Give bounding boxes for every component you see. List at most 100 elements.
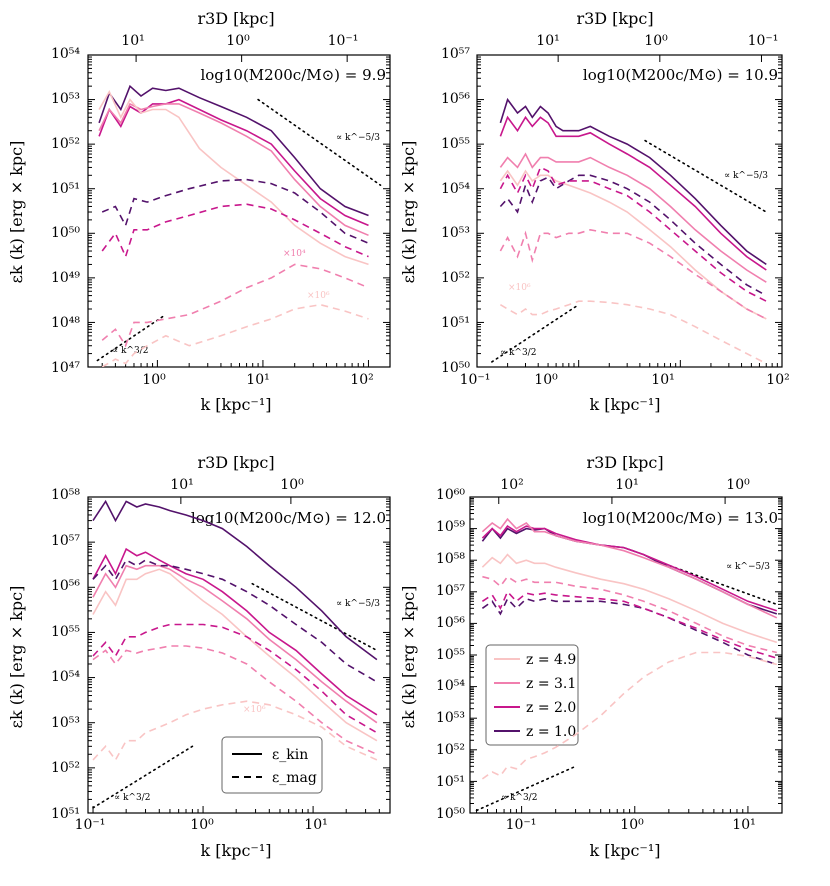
top-axis-label: r3D [kpc] [586,453,663,472]
slope-label: ∝ k^−5/3 [336,599,380,609]
x-tick-label: 10¹ [732,817,755,833]
y-tick-label: 10⁵³ [441,225,470,241]
y-tick-label: 10⁵⁹ [436,519,465,535]
top-tick-label: 10¹ [121,33,144,49]
top-tick-label: 10⁰ [280,477,304,493]
x-tick-label: 10² [766,372,789,388]
slope-label: ∝ k^3/2 [112,346,148,356]
y-tick-label: 10⁵⁶ [441,91,470,107]
y-axis-label: εk (k) [erg × kpc] [7,586,26,729]
series-line [481,553,778,644]
x-tick-label: 10⁰ [534,372,558,388]
top-tick-label: 10⁰ [644,33,668,49]
y-tick-label: 10⁵⁰ [51,225,80,241]
top-tick-label: 10⁻¹ [328,33,359,49]
slope-guide [644,139,768,213]
legend-label: z = 1.0 [526,724,576,740]
x-tick-label: 10² [350,372,373,388]
top-tick-label: 10⁻¹ [748,33,779,49]
series-line [481,590,778,659]
series-line [92,547,378,716]
y-axis-label: εk (k) [erg × kpc] [399,141,418,284]
series-line [481,651,778,780]
y-tick-label: 10⁵⁷ [441,46,470,62]
slope-label: ∝ k^3/2 [501,793,537,803]
series-line [92,645,378,756]
y-tick-label: 10⁵⁴ [441,181,470,197]
series-line [482,575,777,654]
slope-guide [491,303,580,363]
scale-label: ×10⁶ [508,283,531,293]
series-line [101,303,369,367]
top-axis-label: r3D [kpc] [197,9,274,28]
panel-title: log10(M200c/M⊙) = 13.0 [583,509,778,527]
y-tick-label: 10⁵² [51,760,80,776]
series-line [92,623,378,734]
y-axis-label: εk (k) [erg × kpc] [7,141,26,284]
legend-box [485,644,579,746]
series-line [499,97,767,266]
panel-12-0: r3D [kpc] 10¹ 10⁰ 10⁻¹ 10⁰ 10¹ k [kpc⁻¹]… [7,453,391,860]
y-tick-label: 10⁵³ [436,710,465,726]
series-line [92,564,378,724]
x-tick-label: 10⁰ [190,817,214,833]
slope-label: ∝ k^−5/3 [724,171,768,181]
y-tick-label: 10⁵⁷ [436,583,465,599]
x-tick-label: 10¹ [651,372,674,388]
top-tick-label: 10¹ [170,477,193,493]
x-axis-label: k [kpc⁻¹] [200,395,271,414]
x-tick-label: 10¹ [246,372,269,388]
x-tick-label: 10⁰ [142,372,166,388]
y-tick-label: 10⁵⁸ [436,551,465,567]
series-line [499,115,767,271]
top-tick-label: 10⁰ [726,477,750,493]
y-tick-label: 10⁴⁷ [51,360,80,376]
y-axis-label: εk (k) [erg × kpc] [399,586,418,729]
series-line [98,102,369,237]
x-tick-label: 10⁻¹ [506,817,537,833]
x-tick-label: 10⁻¹ [75,817,106,833]
y-tick-label: 10⁵² [51,136,80,152]
y-tick-label: 10⁶⁰ [436,487,465,503]
panel-10-9: r3D [kpc] 10¹ 10⁰ 10⁻¹ 10⁻¹ 10⁰ 10¹ 10² … [399,9,790,414]
axes-frame [476,54,783,368]
top-axis-label: r3D [kpc] [197,453,274,472]
panel-title: log10(M200c/M⊙) = 12.0 [191,509,386,527]
series-line [499,152,767,283]
y-tick-label: 10⁵¹ [441,315,470,331]
scale-label: ×10⁶ [307,291,330,301]
series-line [101,203,369,259]
y-tick-label: 10⁵² [436,742,465,758]
y-tick-label: 10⁵⁸ [51,487,80,503]
y-tick-label: 10⁵⁵ [441,136,470,152]
y-tick-label: 10⁵⁰ [441,360,470,376]
y-tick-label: 10⁵⁴ [436,678,465,694]
y-tick-label: 10⁴⁹ [51,270,80,286]
legend-label: z = 2.0 [526,700,576,716]
y-tick-label: 10⁵³ [51,715,80,731]
y-tick-label: 10⁵¹ [436,774,465,790]
x-tick-label: 10⁰ [620,817,644,833]
series-line [98,98,369,227]
y-tick-label: 10⁵¹ [51,806,80,822]
y-tick-label: 10⁵⁶ [51,578,80,594]
x-axis-label: k [kpc⁻¹] [200,841,271,860]
series-line [499,228,767,320]
series-line [481,525,778,612]
series-line [98,89,369,266]
axes-frame [87,496,391,814]
style-legend: ε_kin ε_mag [221,736,323,794]
panel-9-9: r3D [kpc] 10¹ 10⁰ 10⁻¹ 10⁰ 10¹ 10² k [kp… [7,9,391,414]
slope-guide [475,765,577,812]
series-line [98,84,369,217]
top-tick-label: 10¹ [536,33,559,49]
y-tick-label: 10⁵¹ [51,181,80,197]
legend-label: z = 3.1 [526,676,576,692]
x-axis-label: k [kpc⁻¹] [589,841,660,860]
series-line [499,166,767,302]
series-line [92,568,378,742]
series-line [92,700,378,762]
scale-label: ×10⁴ [283,249,306,259]
y-tick-label: 10⁵⁰ [436,806,465,822]
